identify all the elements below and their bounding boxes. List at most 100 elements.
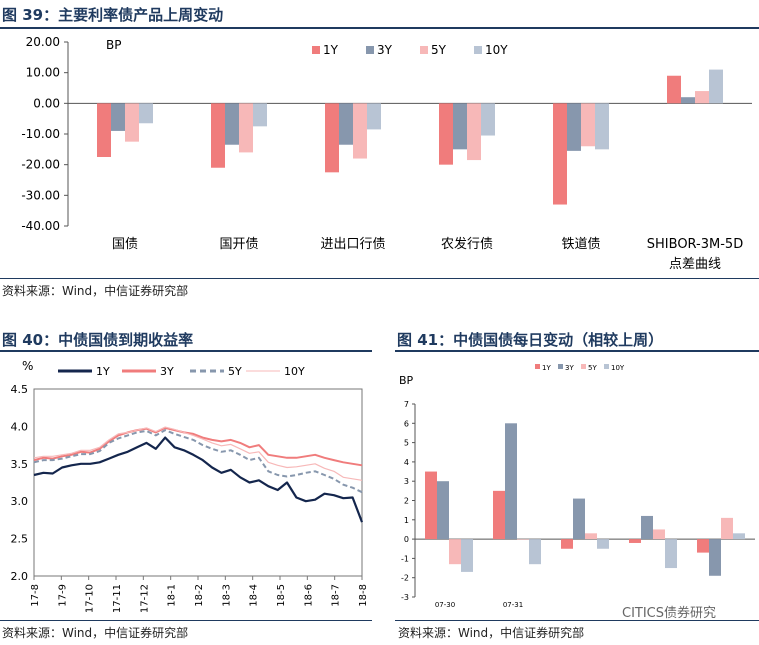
- fig41-legend-label: 10Y: [611, 364, 625, 372]
- fig40-x-tick-label: 17-8: [30, 584, 41, 607]
- fig41-unit-label: BP: [399, 374, 414, 387]
- fig39-unit-label: BP: [106, 38, 121, 52]
- fig39-legend-label: 5Y: [431, 43, 447, 57]
- fig40-legend-label: 1Y: [96, 365, 110, 378]
- fig40-x-tick-label: 18-2: [194, 584, 205, 607]
- fig39-y-tick-label: 10.00: [26, 66, 60, 80]
- fig41-y-tick-label: 2: [404, 497, 409, 506]
- fig40-x-tick-label: 17-10: [85, 584, 96, 613]
- fig41-bar: [585, 533, 597, 540]
- fig39-legend-label: 10Y: [485, 43, 508, 57]
- fig41-bottom-rule: [395, 620, 759, 621]
- fig40-bottom-rule: [0, 620, 372, 621]
- fig40-x-tick-label: 18-6: [303, 584, 314, 607]
- fig39-x-label: 铁道债: [561, 237, 600, 252]
- fig40-x-tick-label: 18-8: [358, 584, 369, 607]
- fig40-x-tick-label: 18-4: [249, 584, 260, 607]
- fig41-bar: [461, 539, 473, 572]
- fig39-x-label: SHIBOR-3M-5D: [647, 237, 743, 252]
- fig40-x-tick-label: 18-1: [167, 584, 178, 607]
- fig41-bar: [573, 498, 585, 540]
- fig39-y-tick-label: 0.00: [33, 96, 60, 110]
- fig41-bar: [721, 517, 733, 540]
- fig39-bar: [709, 69, 723, 104]
- fig39-bar: [211, 103, 225, 168]
- fig39-bar: [439, 103, 453, 165]
- fig39-y-tick-label: -30.00: [21, 188, 60, 202]
- fig39-legend-swatch: [366, 46, 374, 54]
- fig40-x-tick-label: 17-9: [57, 584, 68, 607]
- fig41-y-tick-label: 4: [404, 458, 409, 467]
- fig41-y-tick-label: 1: [404, 516, 409, 525]
- fig39-x-label: 国债: [112, 237, 138, 252]
- fig41-legend-label: 5Y: [588, 364, 597, 372]
- fig41-legend-swatch: [535, 364, 540, 369]
- fig39-bar: [125, 103, 139, 142]
- fig39-title: 图 39：主要利率债产品上周变动: [2, 6, 224, 24]
- fig41-x-label: 07-30: [435, 601, 455, 609]
- fig39-bar: [353, 103, 367, 159]
- fig40-x-tick-label: 18-5: [276, 584, 287, 607]
- fig39-y-tick-label: -20.00: [21, 158, 60, 172]
- fig39-title-rule: [0, 27, 759, 29]
- fig41-y-tick-label: -2: [401, 574, 409, 583]
- fig39-bar: [453, 103, 467, 150]
- fig40-plot-frame: [33, 388, 363, 577]
- fig39-bar: [467, 103, 481, 161]
- fig39-bar: [581, 103, 595, 147]
- fig40-x-tick-label: 17-12: [139, 584, 150, 613]
- fig40-series-line-5Y: [33, 429, 363, 494]
- fig41-legend-label: 3Y: [565, 364, 574, 372]
- fig40-legend-label: 3Y: [160, 365, 174, 378]
- fig40-x-tick-label: 17-11: [112, 584, 123, 613]
- fig41-title-rule: [395, 350, 759, 352]
- fig39-legend-swatch: [312, 46, 320, 54]
- fig41-bar: [597, 539, 609, 549]
- fig41-bar-chart: 7 6 5 4 3 2 1 0 -1 -2 -3 BP 1Y 3Y 5Y 10Y 07-30 07-31: [399, 364, 755, 609]
- fig39-bottom-rule: [0, 278, 759, 279]
- fig40-series-line-10Y: [33, 426, 363, 481]
- fig39-x-label: 农发行债: [441, 236, 493, 252]
- fig39-legend-swatch: [420, 46, 428, 54]
- fig39-bar: [339, 103, 353, 145]
- fig41-legend-label: 1Y: [542, 364, 551, 372]
- fig41-y-tick-label: 3: [404, 477, 409, 486]
- fig40-y-tick-label: 3.5: [11, 458, 29, 471]
- fig41-bar: [641, 515, 653, 540]
- fig39-bar: [239, 103, 253, 153]
- fig41-y-tick-label: -3: [401, 593, 409, 602]
- fig40-y-tick-label: 4.5: [11, 383, 29, 396]
- fig39-bar-chart: 20.00 10.00 0.00 -10.00 -20.00 -30.00 -40.00 BP…: [21, 35, 752, 272]
- fig41-bar: [561, 539, 573, 549]
- fig40-source: 资料来源：Wind，中信证券研究部: [2, 626, 189, 640]
- fig40-y-tick-label: 4.0: [11, 420, 29, 433]
- fig40-series-line-3Y: [33, 426, 363, 467]
- fig39-bar: [595, 103, 609, 150]
- fig40-y-tick-label: 3.0: [11, 495, 29, 508]
- fig39-bar: [553, 103, 567, 205]
- fig39-bar: [481, 103, 495, 136]
- fig41-y-tick-label: 6: [404, 419, 409, 428]
- fig41-bar: [733, 533, 745, 540]
- fig41-bar: [493, 490, 505, 540]
- fig41-bar: [437, 481, 449, 540]
- fig40-line-chart: 4.5 4.0 3.5 3.0 2.5 2.0% 17-8 17-9 17-10 17-11 17-…: [11, 359, 370, 613]
- fig41-bar: [665, 539, 677, 569]
- fig39-y-tick-label: -10.00: [21, 127, 60, 141]
- fig39-bar: [111, 103, 125, 131]
- fig39-y-tick-label: -40.00: [21, 219, 60, 233]
- fig40-title-rule: [0, 350, 372, 352]
- fig40-x-tick-label: 18-3: [221, 584, 232, 607]
- fig39-y-tick-label: 20.00: [26, 35, 60, 49]
- fig41-y-tick-label: 0: [404, 535, 409, 544]
- fig40-legend-label: 10Y: [284, 365, 305, 378]
- fig41-y-tick-label: 7: [404, 400, 409, 409]
- fig39-bar: [139, 103, 153, 124]
- fig40-y-tick-label: 2.0: [11, 570, 29, 583]
- fig39-bar: [367, 103, 381, 130]
- fig41-bar: [505, 423, 517, 540]
- fig40-unit-label: %: [22, 359, 33, 373]
- fig41-bar: [653, 529, 665, 540]
- fig41-y-tick-label: -1: [401, 554, 409, 563]
- fig41-bar: [529, 539, 541, 565]
